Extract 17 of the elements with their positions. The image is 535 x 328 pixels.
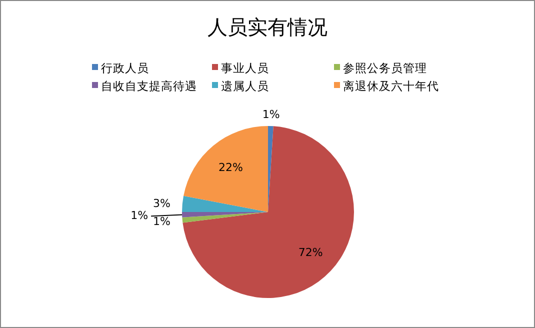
legend-label: 自收自支提高待遇 <box>101 79 197 93</box>
pie-slice <box>184 126 268 212</box>
data-label: 1% <box>130 209 148 222</box>
legend-label: 事业人员 <box>221 61 269 75</box>
data-label: 1% <box>262 108 280 122</box>
legend-label: 参照公务员管理 <box>343 61 427 75</box>
pie-slice <box>182 212 268 223</box>
data-label: 3% <box>152 196 170 210</box>
chart-title: 人员实有情况 <box>208 15 328 39</box>
data-label: 22% <box>218 160 243 174</box>
legend-label: 离退休及六十年代 <box>343 79 439 93</box>
legend-label: 遗属人员 <box>221 79 269 93</box>
pie-slice <box>182 126 354 298</box>
data-label: 1% <box>152 215 170 228</box>
data-label: 72% <box>298 246 323 260</box>
pie-slice <box>182 196 268 212</box>
legend-label: 行政人员 <box>101 61 149 75</box>
